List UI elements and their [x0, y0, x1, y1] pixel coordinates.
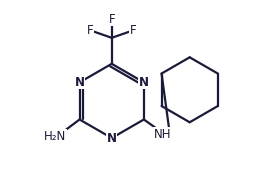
Text: F: F	[130, 24, 136, 37]
Text: N: N	[75, 76, 85, 89]
Text: F: F	[87, 24, 94, 37]
Text: F: F	[109, 13, 115, 26]
Text: N: N	[107, 131, 117, 145]
Text: NH: NH	[154, 128, 171, 141]
Text: N: N	[139, 76, 149, 89]
Text: H₂N: H₂N	[44, 130, 66, 143]
